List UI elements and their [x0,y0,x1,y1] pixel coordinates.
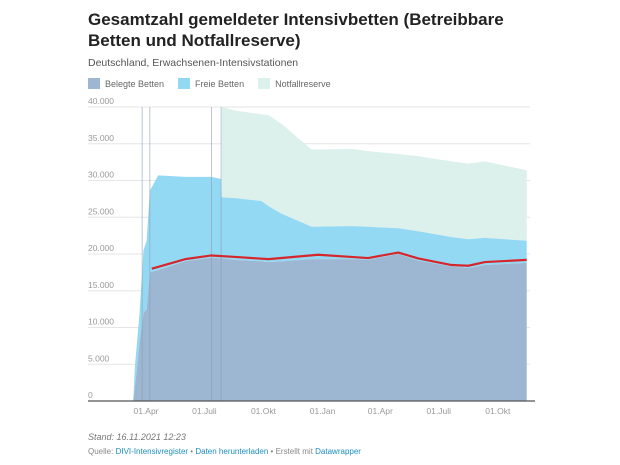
separator: • [190,447,194,456]
source-link[interactable]: DIVI-Intensivregister [115,447,189,456]
trend-line [151,251,527,270]
area-notfallreserve [221,107,527,241]
y-tick-label: 0 [88,390,93,400]
legend-swatch-belegt [88,78,100,89]
chart-title: Gesamtzahl gemeldeter Intensivbetten (Be… [88,10,504,50]
created-with-label: Erstellt mit [275,447,313,456]
y-tick-label: 40.000 [88,96,114,106]
legend-label: Belegte Betten [105,78,165,89]
y-tick-label: 5.000 [88,353,110,363]
x-tick-label: 01.Apr [368,406,393,416]
legend-label: Notfallreserve [275,78,331,89]
stand-timestamp: Stand: 16.11.2021 12:23 [88,432,186,442]
y-tick-label: 10.000 [88,317,114,327]
legend-item-notfallreserve: Notfallreserve [258,78,331,89]
legend: Belegte Betten Freie Betten Notfallreser… [88,78,331,89]
x-tick-label: 01.Okt [485,406,511,416]
y-tick-label: 20.000 [88,243,114,253]
legend-item-belegte-betten: Belegte Betten [88,78,164,89]
legend-swatch-frei [178,78,191,89]
source-line: Quelle: DIVI-Intensivregister • Daten he… [88,447,361,456]
y-tick-label: 25.000 [88,206,114,216]
area-freie-betten [133,175,527,401]
legend-label: Freie Betten [195,78,245,89]
x-tick-label: 01.Jan [310,406,336,416]
datawrapper-link[interactable]: Datawrapper [315,447,361,456]
y-tick-label: 15.000 [88,280,114,290]
separator: • [270,447,274,456]
y-tick-label: 30.000 [88,170,114,180]
x-tick-label: 01.Okt [251,406,277,416]
area-belegte-betten [133,254,527,401]
x-tick-label: 01.Juli [192,406,217,416]
source-label: Quelle: [88,447,114,456]
x-tick-label: 01.Apr [133,406,158,416]
download-data-link[interactable]: Daten herunterladen [195,447,269,456]
legend-swatch-notfall [258,78,271,89]
y-tick-label: 35.000 [88,133,114,143]
chart-subtitle: Deutschland, Erwachsenen-Intensivstation… [88,57,299,69]
legend-item-freie-betten: Freie Betten [178,78,244,89]
x-tick-label: 01.Juli [426,406,451,416]
